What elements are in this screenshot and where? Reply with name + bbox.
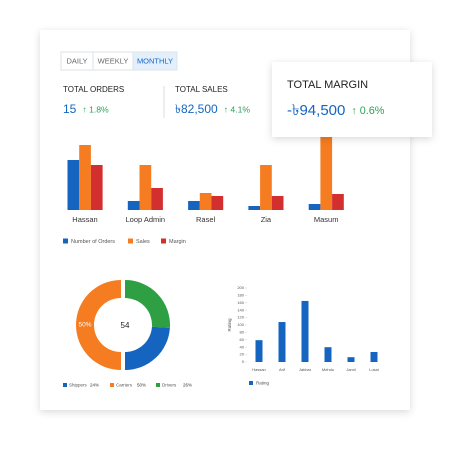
bar [188,201,200,210]
bar [67,160,80,210]
bar [151,188,163,210]
legend-swatch [161,238,166,244]
rating-chart: 0 20 40 60 80 100 120 140 160 180 200 Rating Hassan A… [227,285,379,386]
legend-label: Shippers [69,383,88,388]
kpi-change: ↑ 1.8% [82,104,109,114]
donut-center: 54 [121,321,130,330]
y-tick-label: 120 [237,315,244,320]
kpi-value: 15 [63,102,77,116]
x-tick-label: Loop Admin [125,215,165,224]
legend-swatch [63,238,68,244]
legend-label: Carriers [116,383,133,388]
legend-label: Number of Orders [71,239,115,245]
y-axis-label: Rating [227,318,232,332]
x-tick-label: Zia [261,215,272,224]
bar [308,204,321,210]
legend-swatch [249,381,253,385]
slice-label: 50% [78,322,91,329]
legend-swatch [128,238,133,244]
legend-value: 24% [90,383,99,388]
kpi-label: TOTAL SALES [175,85,228,94]
y-tick-label: 40 [240,344,245,349]
kpi-change: ↑ 4.1% [224,104,251,114]
x-tick-label: Arif [279,367,286,372]
y-tick-label: 200 [237,285,244,290]
header: DAILY WEEKLY MONTHLY TOTAL ORDERS 15 ↑ 1.8% TO… [60,51,251,116]
kpi-label: TOTAL MARGIN [287,79,368,91]
x-tick-label: Masum [314,215,339,224]
x-tick-label: Hassan [252,367,266,372]
bar [320,130,333,210]
x-tick-label: Hassan [72,215,97,224]
x-tick-label: Mehdu [322,367,334,372]
legend-swatch [156,383,160,387]
legend-value: 26% [183,383,192,388]
tab-label[interactable]: DAILY [66,56,87,65]
donut-slice [76,280,121,370]
bar [255,340,263,362]
y-tick-label: 160 [237,300,244,305]
bar [139,165,152,210]
legend-label: Drivers [162,383,177,388]
bar [79,145,91,210]
y-tick-label: 60 [240,337,245,342]
margin-card: TOTAL MARGIN -৳94,500 ↑ 0.6% [272,62,432,137]
y-tick-label: 0 [242,359,245,364]
bar [301,300,309,362]
x-tick-label: Jamil [346,367,355,372]
popup-bg [272,62,432,137]
legend-label: Margin [169,239,186,245]
kpi-change: ↑ 0.6% [351,105,384,117]
bar [90,165,103,210]
tab[interactable] [132,51,178,71]
kpi-value: ৳82,500 [175,102,218,116]
tab-label[interactable]: MONTHLY [137,56,173,65]
bar [260,165,272,210]
tab-label[interactable]: WEEKLY [98,56,129,65]
donut-slice [125,280,170,328]
bar [347,357,355,362]
donut-chart: 50% 54 Shippers 24% Carriers 50% Drivers 26% [63,280,192,388]
y-tick-label: 140 [237,307,244,312]
y-tick-label: 20 [240,352,245,357]
bar-chart: Hassan Loop Admin Rasel Zia Masum Number of O… [63,130,344,245]
x-tick-label: Jabbar [299,367,312,372]
legend-label: Rating [256,381,270,386]
y-tick-label: 80 [240,329,245,334]
x-tick-label: Rasel [196,215,216,224]
legend-value: 50% [137,383,146,388]
bar [211,196,224,210]
bar [324,347,332,362]
donut-slice [125,326,170,370]
kpi-label: TOTAL ORDERS [63,85,124,94]
bar [199,193,212,210]
bar [248,206,261,210]
legend-swatch [110,383,114,387]
legend-swatch [63,383,67,387]
bar [127,201,140,210]
y-tick-label: 100 [237,322,244,327]
kpi-value: -৳94,500 [287,102,345,119]
bar [370,352,378,362]
x-tick-label: Lusai [369,367,379,372]
bar [271,196,284,210]
legend-label: Sales [136,239,150,245]
bar [332,194,344,210]
y-tick-label: 180 [237,292,244,297]
bar [278,322,286,362]
